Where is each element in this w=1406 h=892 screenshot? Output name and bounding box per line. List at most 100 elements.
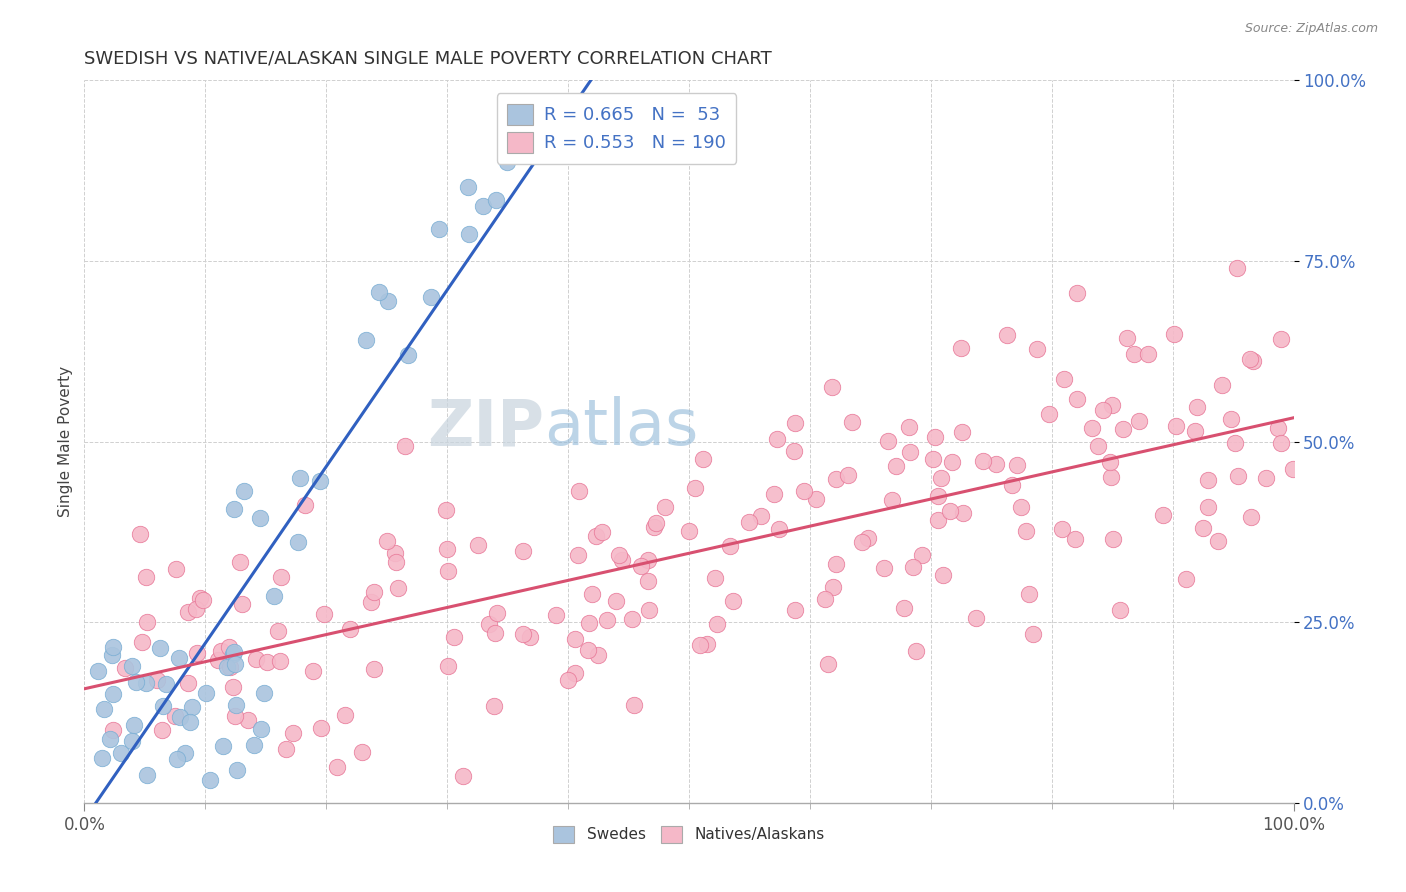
- Point: [1101, 398, 1123, 412]
- Point: [375, 534, 398, 549]
- Point: [287, 535, 309, 549]
- Point: [924, 429, 946, 443]
- Point: [749, 508, 772, 523]
- Point: [309, 721, 332, 735]
- Point: [623, 698, 645, 712]
- Point: [135, 768, 157, 782]
- Point: [125, 675, 148, 690]
- Point: [188, 591, 211, 606]
- Point: [121, 734, 143, 748]
- Point: [181, 699, 204, 714]
- Point: [1066, 285, 1088, 300]
- Point: [167, 650, 190, 665]
- Point: [841, 415, 863, 429]
- Point: [793, 484, 815, 499]
- Point: [101, 687, 124, 701]
- Point: [135, 569, 157, 583]
- Point: [1026, 342, 1049, 356]
- Point: [222, 680, 245, 694]
- Point: [1115, 331, 1137, 345]
- Point: [363, 663, 385, 677]
- Point: [1018, 587, 1040, 601]
- Point: [512, 627, 534, 641]
- Point: [689, 638, 711, 652]
- Point: [519, 630, 541, 644]
- Point: [224, 709, 246, 723]
- Point: [451, 769, 474, 783]
- Point: [276, 742, 298, 756]
- Point: [174, 746, 197, 760]
- Point: [825, 557, 848, 571]
- Point: [1239, 351, 1261, 366]
- Point: [1270, 332, 1292, 346]
- Point: [1197, 500, 1219, 514]
- Point: [1184, 424, 1206, 438]
- Point: [253, 686, 276, 700]
- Point: [952, 506, 974, 520]
- Point: [1152, 508, 1174, 522]
- Point: [90, 751, 112, 765]
- Point: [385, 555, 408, 569]
- Point: [301, 664, 323, 678]
- Text: ZIP: ZIP: [427, 396, 544, 458]
- Point: [354, 333, 377, 347]
- Point: [721, 594, 744, 608]
- Point: [893, 601, 915, 615]
- Point: [637, 553, 659, 567]
- Point: [294, 498, 316, 512]
- Point: [419, 290, 441, 304]
- Point: [485, 606, 508, 620]
- Point: [1226, 261, 1249, 276]
- Point: [1099, 470, 1122, 484]
- Point: [949, 341, 972, 355]
- Point: [103, 723, 125, 738]
- Point: [932, 567, 955, 582]
- Point: [1219, 412, 1241, 426]
- Point: [703, 571, 725, 585]
- Point: [256, 655, 278, 669]
- Point: [882, 492, 904, 507]
- Point: [1267, 421, 1289, 435]
- Point: [1053, 372, 1076, 386]
- Point: [897, 419, 920, 434]
- Point: [1163, 326, 1185, 341]
- Point: [457, 179, 479, 194]
- Point: [1066, 392, 1088, 406]
- Point: [312, 607, 335, 621]
- Point: [1109, 603, 1132, 617]
- Point: [1211, 378, 1233, 392]
- Point: [1064, 533, 1087, 547]
- Point: [1001, 478, 1024, 492]
- Point: [249, 511, 271, 525]
- Point: [1112, 422, 1135, 436]
- Point: [478, 616, 501, 631]
- Point: [1015, 524, 1038, 538]
- Point: [135, 675, 157, 690]
- Point: [122, 718, 145, 732]
- Point: [564, 665, 586, 680]
- Point: [363, 584, 385, 599]
- Point: [1270, 436, 1292, 450]
- Point: [901, 559, 924, 574]
- Point: [434, 503, 457, 517]
- Point: [1102, 533, 1125, 547]
- Point: [437, 564, 460, 578]
- Point: [129, 526, 152, 541]
- Point: [110, 746, 132, 760]
- Point: [467, 538, 489, 552]
- Point: [269, 654, 291, 668]
- Point: [179, 714, 201, 729]
- Point: [146, 673, 169, 688]
- Point: [1240, 510, 1263, 524]
- Point: [177, 676, 200, 690]
- Point: [93, 702, 115, 716]
- Point: [607, 548, 630, 562]
- Point: [222, 647, 245, 661]
- Point: [588, 648, 610, 662]
- Point: [98, 732, 121, 747]
- Point: [965, 611, 987, 625]
- Point: [585, 528, 607, 542]
- Point: [215, 659, 238, 673]
- Point: [950, 425, 973, 439]
- Point: [218, 640, 240, 654]
